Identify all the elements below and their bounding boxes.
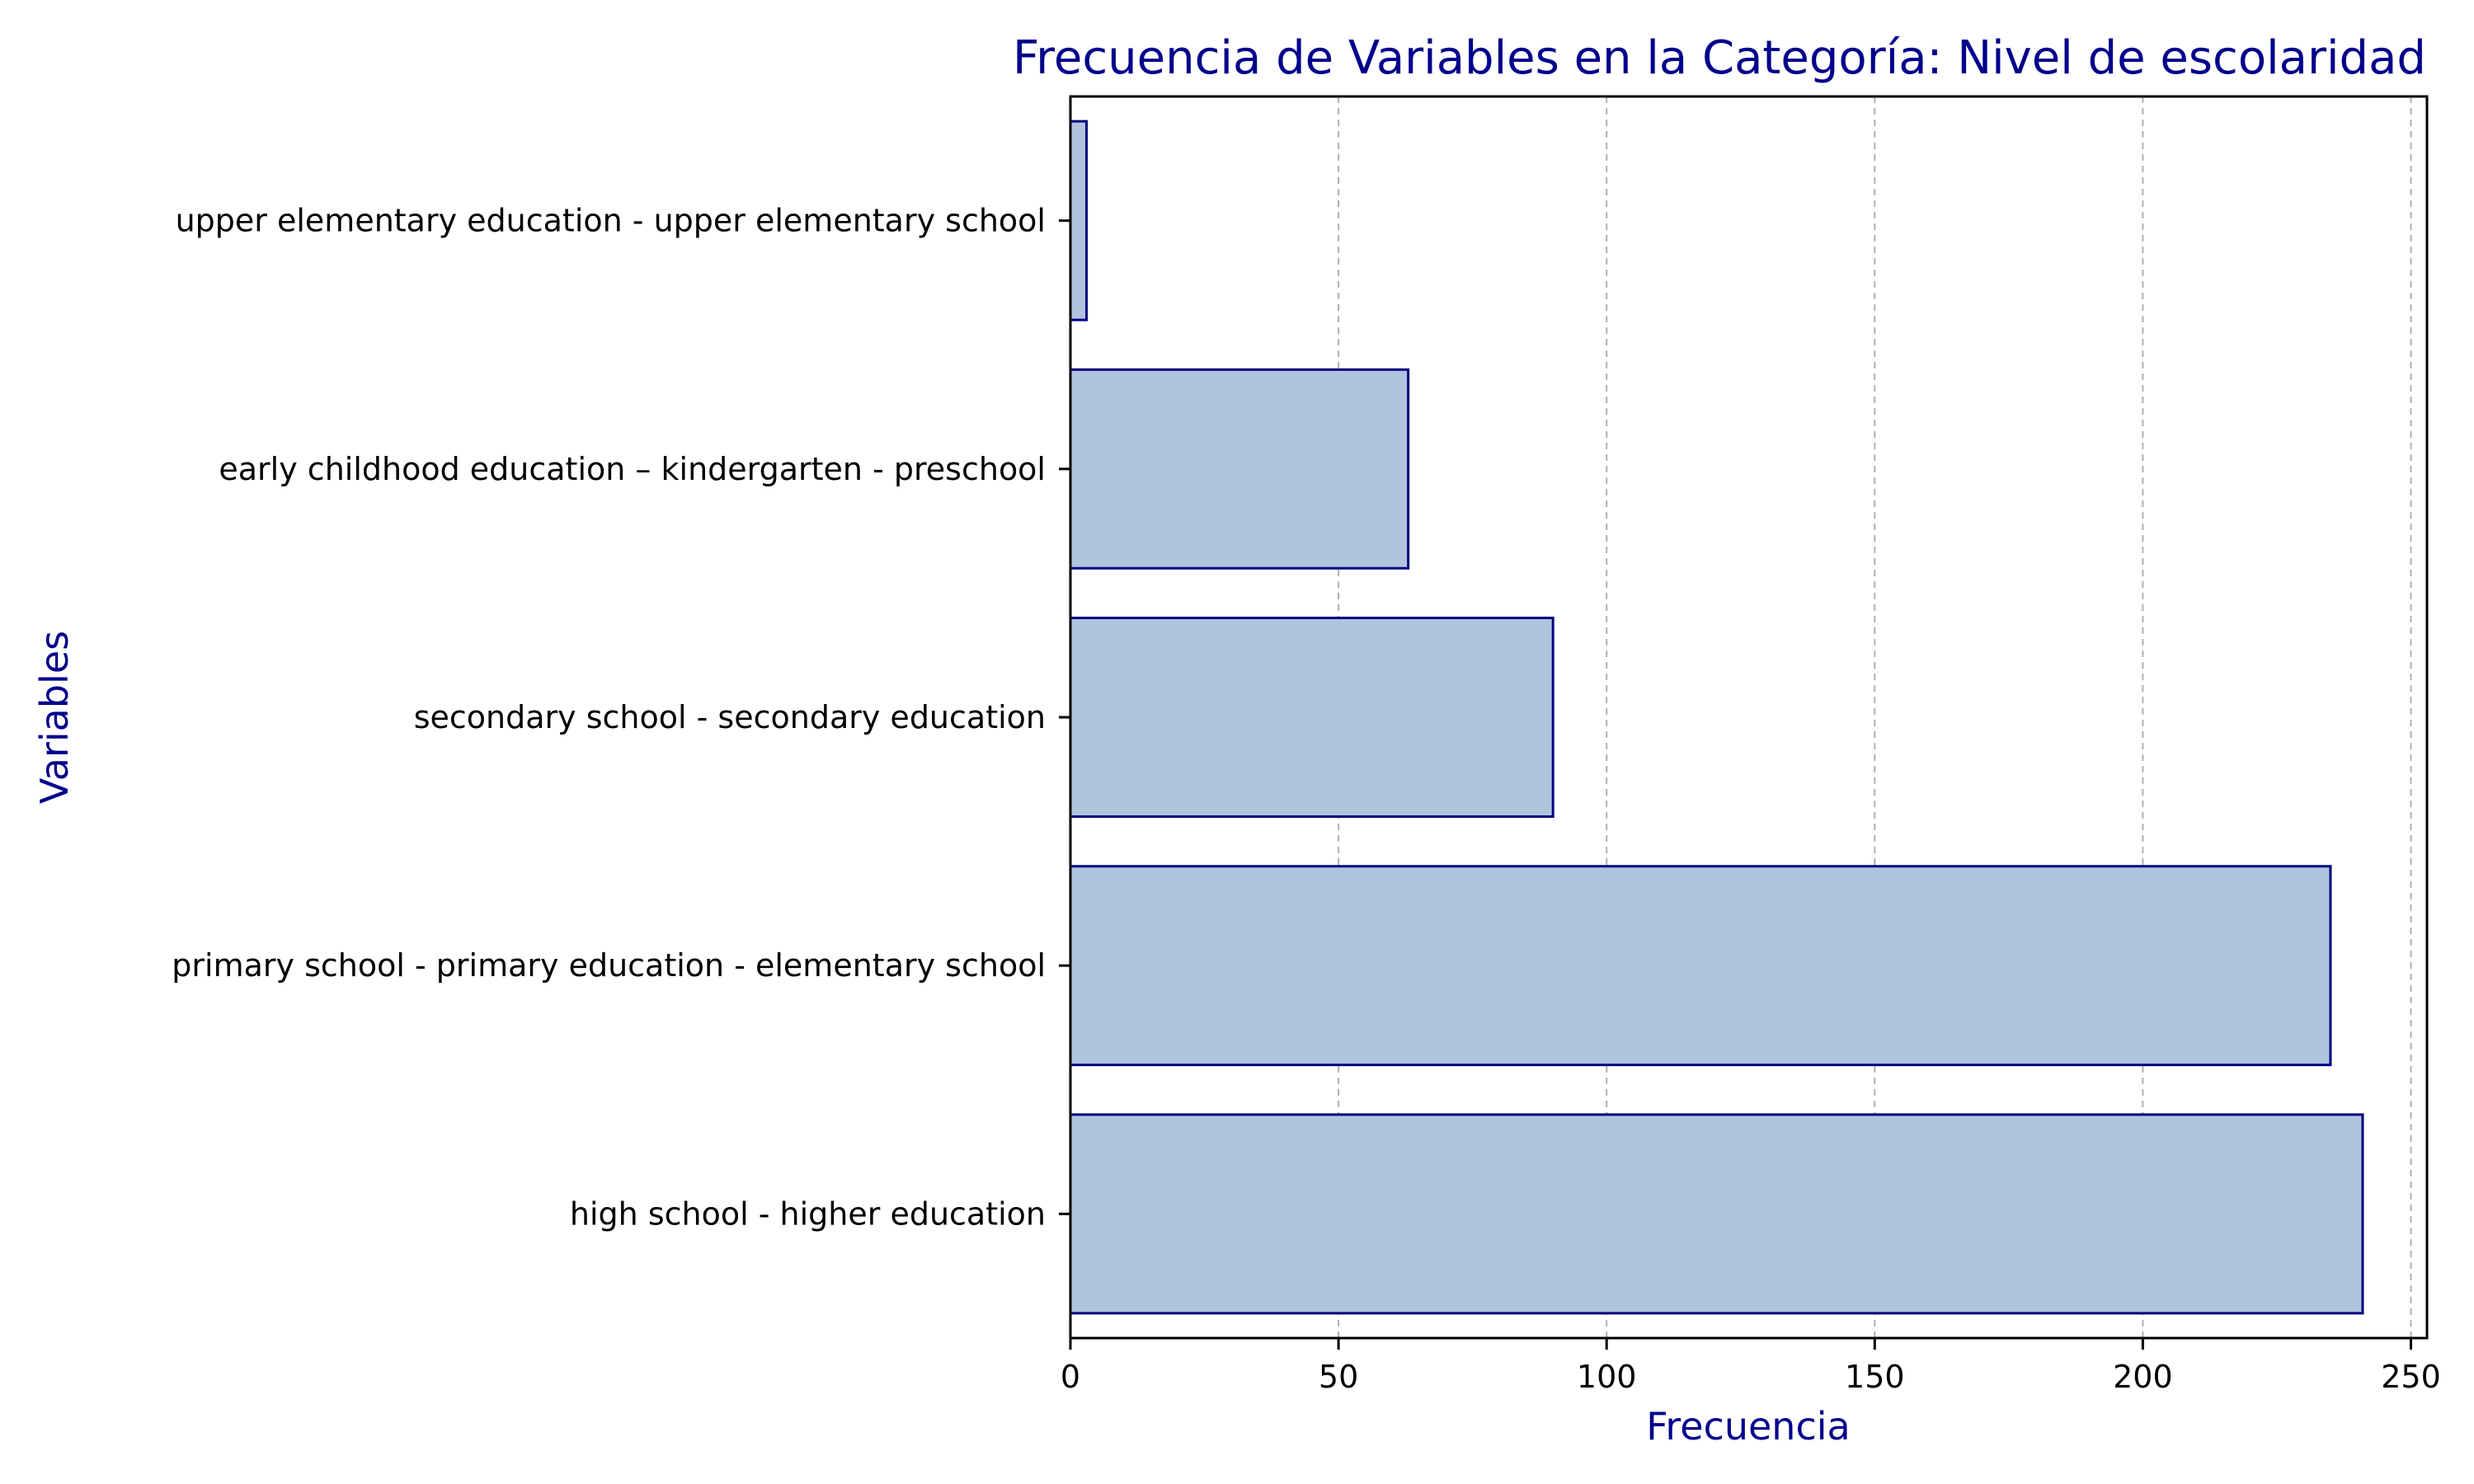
x-tick-label: 250: [2381, 1359, 2441, 1395]
y-tick-label: secondary school - secondary education: [414, 699, 1046, 735]
x-axis-label: Frecuencia: [1646, 1404, 1850, 1449]
y-tick-label: high school - higher education: [570, 1195, 1046, 1232]
y-tick-label: early childhood education – kindergarten…: [219, 451, 1046, 487]
x-tick-label: 100: [1577, 1359, 1637, 1395]
y-axis-label: Variables: [32, 631, 77, 804]
x-tick-label: 150: [1845, 1359, 1905, 1395]
x-tick-label: 50: [1319, 1359, 1358, 1395]
bar: [1069, 865, 2332, 1067]
bar: [1069, 617, 1554, 818]
bar: [1069, 1113, 2364, 1315]
y-tick-label: upper elementary education - upper eleme…: [176, 203, 1046, 239]
x-tick-label: 0: [1061, 1359, 1080, 1395]
bar: [1069, 368, 1410, 570]
bar: [1069, 120, 1089, 322]
y-tick-label: primary school - primary education - ele…: [172, 947, 1046, 984]
x-tick-label: 200: [2113, 1359, 2173, 1395]
chart-title: Frecuencia de Variables en la Categoría:…: [1013, 31, 2426, 85]
